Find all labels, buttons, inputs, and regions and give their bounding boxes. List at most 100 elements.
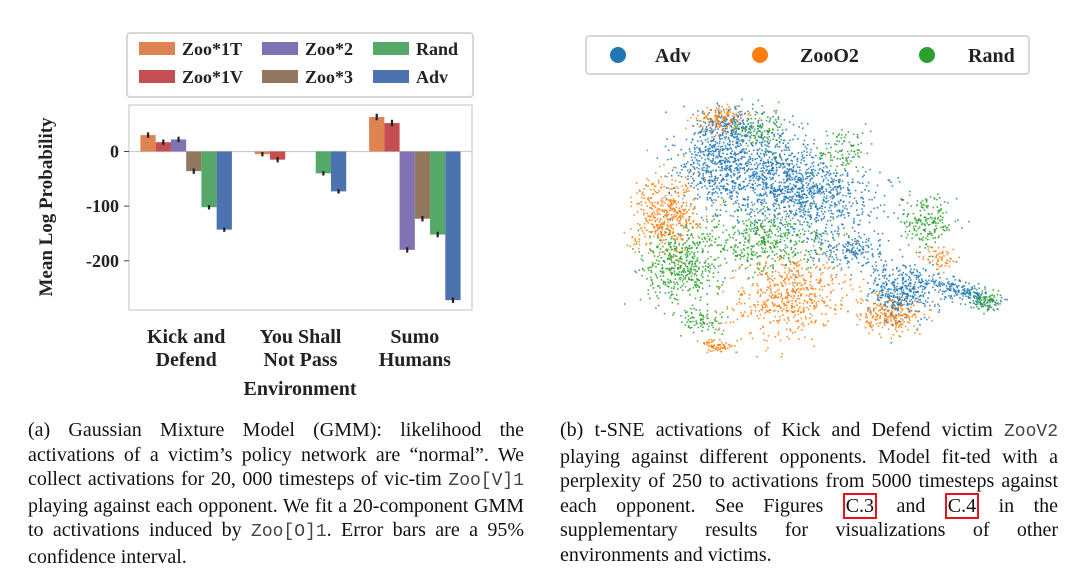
scatter-point — [696, 246, 698, 249]
scatter-point — [681, 285, 683, 287]
scatter-point — [815, 238, 817, 240]
scatter-point — [953, 289, 955, 292]
scatter-point — [942, 226, 945, 228]
scatter-point — [852, 133, 855, 135]
scatter-point — [942, 225, 945, 228]
scatter-point — [715, 209, 718, 211]
scatter-point — [708, 197, 711, 199]
scatter-point — [783, 239, 786, 242]
scatter-point — [780, 202, 783, 204]
scatter-point — [764, 291, 767, 294]
scatter-point — [658, 254, 661, 256]
scatter-point — [724, 277, 726, 279]
scatter-point — [705, 172, 708, 174]
scatter-point — [783, 254, 785, 257]
scatter-point — [675, 185, 678, 188]
scatter-point — [717, 346, 719, 349]
scatter-point — [807, 230, 810, 232]
scatter-point — [809, 274, 812, 277]
scatter-point — [757, 120, 759, 122]
scatter-point — [802, 287, 804, 289]
scatter-point — [984, 304, 987, 307]
scatter-point — [730, 156, 732, 158]
scatter-point — [833, 195, 835, 197]
scatter-point — [846, 257, 848, 259]
scatter-point — [958, 289, 960, 292]
scatter-point — [908, 311, 911, 313]
scatter-point — [712, 145, 714, 147]
scatter-point — [689, 287, 691, 290]
scatter-point — [905, 301, 908, 303]
scatter-point — [738, 242, 741, 244]
scatter-point — [917, 275, 920, 277]
scatter-point — [729, 111, 732, 113]
scatter-point — [785, 220, 788, 223]
scatter-point — [670, 287, 673, 289]
scatter-point — [820, 187, 823, 189]
scatter-point — [879, 309, 881, 311]
scatter-point — [931, 213, 933, 215]
scatter-point — [909, 265, 911, 267]
scatter-point — [870, 243, 872, 246]
scatter-point — [752, 130, 755, 132]
scatter-point — [928, 217, 930, 220]
scatter-point — [738, 171, 741, 173]
scatter-point — [685, 223, 688, 226]
scatter-point — [689, 234, 692, 237]
scatter-point — [763, 266, 765, 269]
scatter-point — [827, 200, 829, 202]
scatter-point — [668, 282, 670, 284]
scatter-point — [770, 185, 773, 187]
scatter-point — [873, 196, 876, 199]
scatter-point — [740, 302, 743, 305]
scatter-point — [725, 189, 727, 192]
scatter-point — [721, 169, 723, 172]
scatter-point — [756, 242, 759, 245]
scatter-point — [898, 315, 900, 317]
scatter-point — [719, 343, 721, 346]
scatter-point — [901, 286, 903, 289]
scatter-point — [653, 226, 655, 228]
scatter-point — [881, 296, 883, 299]
scatter-point — [895, 321, 897, 323]
scatter-point — [813, 139, 816, 141]
scatter-point — [931, 319, 933, 322]
scatter-point — [747, 252, 749, 255]
scatter-point — [656, 246, 658, 248]
scatter-point — [800, 311, 802, 313]
scatter-point — [748, 213, 751, 216]
scatter-point — [668, 263, 671, 265]
scatter-point — [726, 239, 729, 241]
scatter-point — [784, 190, 787, 192]
scatter-point — [739, 258, 741, 260]
scatter-point — [818, 191, 820, 193]
scatter-point — [770, 162, 773, 164]
scatter-point — [784, 166, 786, 168]
scatter-point — [755, 233, 757, 235]
scatter-point — [772, 162, 775, 165]
scatter-point — [822, 271, 824, 274]
scatter-point — [647, 221, 650, 224]
scatter-point — [740, 311, 743, 314]
scatter-point — [731, 195, 733, 197]
scatter-point — [856, 202, 858, 205]
scatter-point — [993, 304, 996, 306]
scatter-point — [759, 141, 761, 144]
scatter-point — [877, 269, 879, 272]
scatter-point — [773, 123, 776, 125]
scatter-point — [765, 187, 768, 190]
scatter-point — [914, 310, 917, 312]
scatter-point — [724, 200, 727, 203]
scatter-point — [776, 195, 778, 197]
scatter-point — [748, 179, 751, 182]
scatter-point — [744, 238, 746, 240]
scatter-point — [989, 294, 992, 297]
scatter-point — [839, 199, 842, 202]
scatter-point — [755, 229, 758, 232]
scatter-point — [798, 291, 801, 293]
scatter-point — [939, 215, 942, 217]
scatter-point — [789, 175, 791, 178]
scatter-point — [825, 197, 828, 199]
scatter-point — [745, 165, 748, 167]
scatter-point — [804, 279, 806, 282]
